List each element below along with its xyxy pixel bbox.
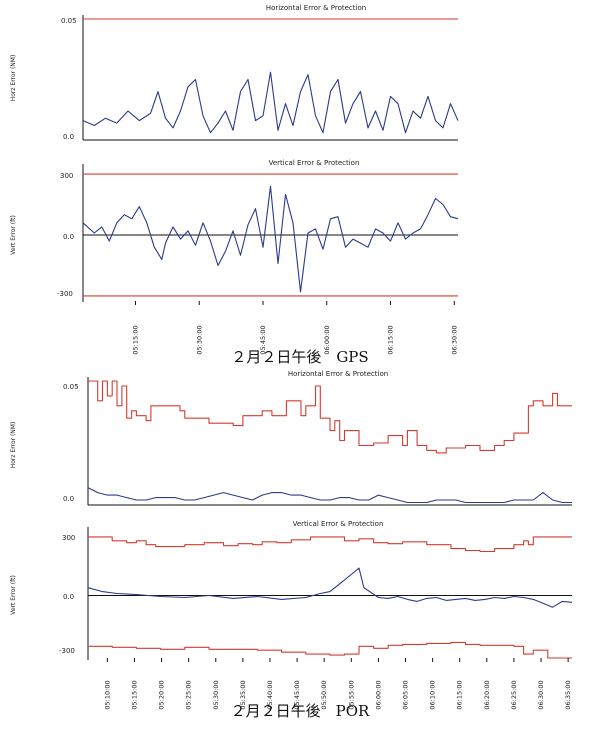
gps-caption: ２月２日午後 GPS xyxy=(231,348,368,366)
gps-vertical-title: Vertical Error & Protection xyxy=(269,159,360,167)
por-vertical-panel: Vertical Error & Protection Vert Error (… xyxy=(10,520,572,710)
gps-vertical-xtick-label-0: 05:15:00 xyxy=(132,325,140,354)
gps-vertical-error-line-0 xyxy=(82,185,459,293)
por-caption: ２月２日午後 POR xyxy=(231,702,370,720)
gps-horizontal-ylabel: Horz Error (NM) xyxy=(10,55,17,102)
gps-horizontal-panel: Horizontal Error & Protection Horz Error… xyxy=(10,4,459,141)
por-vertical-xtick-label-11: 06:05:00 xyxy=(402,680,410,709)
por-vertical-xtick-label-4: 05:30:00 xyxy=(212,680,220,709)
por-vertical-xtick-label-6: 05:40:00 xyxy=(266,680,274,709)
por-vertical-ytick-300: 300 xyxy=(62,534,75,542)
por-vertical-xtick-label-3: 05:25:00 xyxy=(185,680,193,709)
por-vertical-xtick-label-9: 05:55:00 xyxy=(347,680,355,709)
por-vertical-xtick-label-1: 05:15:00 xyxy=(131,680,139,709)
gps-vertical-xtick-label-1: 05:30:00 xyxy=(195,325,203,354)
gps-vertical-xtick-label-2: 05:45:00 xyxy=(259,325,267,354)
gps-vertical-xtick-label-5: 06:30:00 xyxy=(450,325,458,354)
por-vertical-xtick-label-8: 05:50:00 xyxy=(320,680,328,709)
por-vertical-xtick-label-10: 06:00:00 xyxy=(374,680,382,709)
por-vertical-title: Vertical Error & Protection xyxy=(293,520,384,528)
gps-vertical-ytick-neg300: -300 xyxy=(57,290,73,298)
por-vertical-xtick-label-7: 05:45:00 xyxy=(293,680,301,709)
por-vertical-xtick-label-15: 06:25:00 xyxy=(510,680,518,709)
gps-horizontal-error-line-0 xyxy=(82,71,459,134)
por-horizontal-ytick-bottom: 0.0 xyxy=(63,495,74,503)
por-vertical-xtick-label-5: 05:35:00 xyxy=(239,680,247,709)
gps-horizontal-ytick-bottom: 0.0 xyxy=(63,133,74,141)
por-horizontal-error-line-1 xyxy=(87,487,572,504)
por-vertical-xtick-label-0: 05:10:00 xyxy=(103,680,111,709)
por-vertical-ytick-neg300: -300 xyxy=(59,647,75,655)
por-horizontal-ytick-top: 0.05 xyxy=(63,383,79,391)
por-vertical-xtick-label-17: 06:35:00 xyxy=(564,680,572,709)
por-vertical-protection-line-1 xyxy=(88,641,572,659)
por-horizontal-protection-line-0 xyxy=(88,380,572,454)
por-vertical-ylabel: Vert Error (ft) xyxy=(10,575,17,615)
gps-vertical-ytick-0: 0.0 xyxy=(63,233,74,241)
gps-vertical-ylabel: Vert Error (ft) xyxy=(10,215,17,255)
por-vertical-xtick-label-14: 06:20:00 xyxy=(483,680,491,709)
gps-vertical-ytick-300: 300 xyxy=(60,172,73,180)
por-horizontal-ylabel: Horz Error (NM) xyxy=(10,422,17,469)
por-vertical-xtick-label-16: 06:30:00 xyxy=(537,680,545,709)
por-vertical-xtick-label-2: 05:20:00 xyxy=(158,680,166,709)
por-vertical-ytick-0: 0.0 xyxy=(63,593,74,601)
por-horizontal-panel: Horizontal Error & Protection Horz Error… xyxy=(10,370,572,506)
por-vertical-error-line-2 xyxy=(87,567,573,608)
gps-vertical-xtick-label-3: 06:00:00 xyxy=(323,325,331,354)
gps-vertical-xtick-label-4: 06:15:00 xyxy=(387,325,395,354)
gps-vertical-panel: Vertical Error & Protection Vert Error (… xyxy=(10,159,458,355)
por-vertical-xtick-label-13: 06:15:00 xyxy=(456,680,464,709)
gps-horizontal-title: Horizontal Error & Protection xyxy=(266,4,366,12)
gps-horizontal-ytick-top: 0.05 xyxy=(61,17,77,25)
por-vertical-xtick-label-12: 06:10:00 xyxy=(429,680,437,709)
por-vertical-protection-line-0 xyxy=(88,536,572,553)
por-horizontal-title: Horizontal Error & Protection xyxy=(288,370,388,378)
